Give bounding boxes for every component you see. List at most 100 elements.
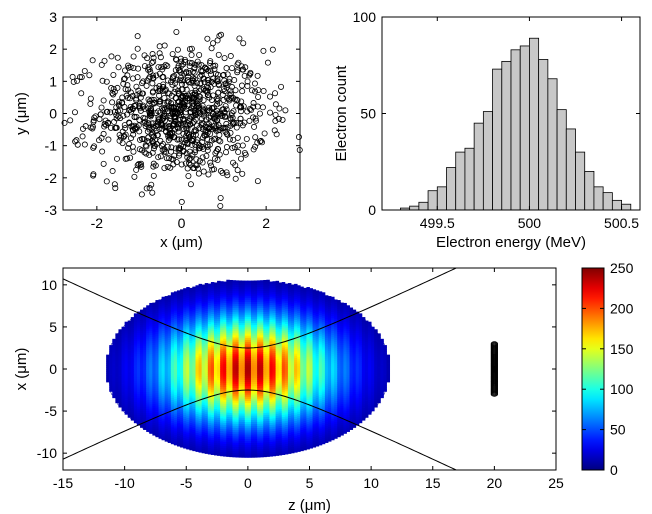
scatter-point [257, 137, 264, 144]
intensity-cell [192, 391, 196, 395]
intensity-cell [217, 339, 221, 343]
intensity-cell [180, 358, 184, 362]
intensity-cell [158, 425, 162, 429]
intensity-cell [161, 431, 166, 434]
intensity-cell [170, 389, 175, 392]
intensity-cell [136, 319, 141, 323]
scatter-point [156, 70, 163, 77]
intensity-cell [204, 358, 209, 362]
intensity-cell [192, 351, 196, 355]
intensity-cell [223, 338, 227, 341]
scatter-point [144, 55, 151, 62]
scatter-point [187, 181, 194, 188]
intensity-cell [232, 368, 236, 372]
intensity-cell [244, 318, 249, 321]
intensity-cell [201, 288, 206, 292]
intensity-cell [217, 381, 221, 385]
intensity-cell [192, 345, 196, 349]
intensity-cell [244, 320, 249, 324]
intensity-cell [164, 373, 169, 377]
intensity-cell [140, 311, 144, 315]
intensity-cell [140, 345, 144, 348]
scatter-point [168, 92, 175, 99]
intensity-cell [106, 379, 110, 383]
intensity-cell [121, 387, 126, 391]
intensity-cell [155, 325, 159, 328]
intensity-cell [217, 314, 221, 317]
intensity-cell [192, 309, 196, 313]
intensity-cell [195, 356, 199, 360]
intensity-cell [152, 346, 156, 350]
intensity-cell [186, 375, 190, 378]
intensity-cell [266, 395, 270, 398]
intensity-cell [198, 328, 203, 331]
intensity-cell [155, 352, 159, 356]
intensity-cell [207, 443, 212, 447]
intensity-cell [275, 432, 280, 435]
scatter-point [134, 74, 141, 81]
intensity-cell [238, 396, 243, 399]
intensity-cell [136, 345, 141, 348]
intensity-cell [260, 280, 264, 283]
intensity-cell [149, 406, 153, 409]
scatter-point [211, 66, 218, 73]
intensity-cell [155, 342, 159, 345]
intensity-cell [250, 406, 255, 410]
intensity-cell [232, 360, 236, 363]
intensity-cell [201, 442, 206, 445]
scatter-point [216, 151, 223, 158]
intensity-cell [133, 376, 138, 379]
intensity-cell [177, 351, 181, 354]
intensity-cell [207, 451, 212, 455]
intensity-cell [226, 431, 230, 434]
intensity-cell [140, 391, 144, 395]
scatter-point [232, 162, 239, 169]
intensity-cell [133, 414, 138, 417]
intensity-cell [192, 404, 196, 407]
intensity-cell [201, 370, 206, 374]
intensity-cell [235, 307, 240, 311]
intensity-cell [170, 311, 175, 314]
intensity-cell [226, 366, 230, 369]
scatter-point [196, 125, 203, 132]
intensity-cell [210, 370, 215, 373]
intensity-cell [146, 408, 150, 411]
intensity-cell [220, 346, 224, 349]
intensity-cell [250, 295, 255, 298]
intensity-cell [177, 296, 181, 300]
intensity-cell [143, 339, 147, 342]
scatter-point [91, 143, 98, 150]
intensity-cell [195, 430, 199, 433]
intensity-cell [229, 326, 233, 329]
intensity-cell [226, 359, 230, 363]
intensity-cell [161, 353, 166, 357]
intensity-cell [124, 365, 129, 369]
intensity-cell [112, 376, 116, 380]
scatter-point [182, 58, 189, 65]
intensity-cell [220, 327, 224, 331]
histogram-bar [602, 192, 613, 211]
scatter-point [131, 173, 138, 180]
scatter-point [135, 87, 142, 94]
intensity-cell [266, 401, 270, 405]
intensity-cell [204, 354, 209, 358]
intensity-cell [143, 387, 147, 390]
intensity-cell [263, 444, 267, 447]
intensity-cell [177, 345, 181, 348]
intensity-cell [127, 350, 132, 353]
scatter-point [246, 72, 253, 79]
intensity-cell [217, 289, 221, 292]
intensity-cell [257, 303, 261, 307]
intensity-cell [272, 365, 277, 368]
intensity-cell [201, 423, 206, 426]
intensity-cell [269, 435, 273, 438]
intensity-cell [266, 281, 270, 285]
intensity-cell [263, 362, 267, 365]
intensity-cell [149, 424, 153, 428]
intensity-cell [183, 351, 187, 354]
intensity-cell [195, 323, 199, 326]
intensity-cell [254, 427, 258, 431]
intensity-cell [198, 292, 203, 295]
intensity-cell [109, 357, 113, 361]
intensity-cell [186, 366, 190, 370]
